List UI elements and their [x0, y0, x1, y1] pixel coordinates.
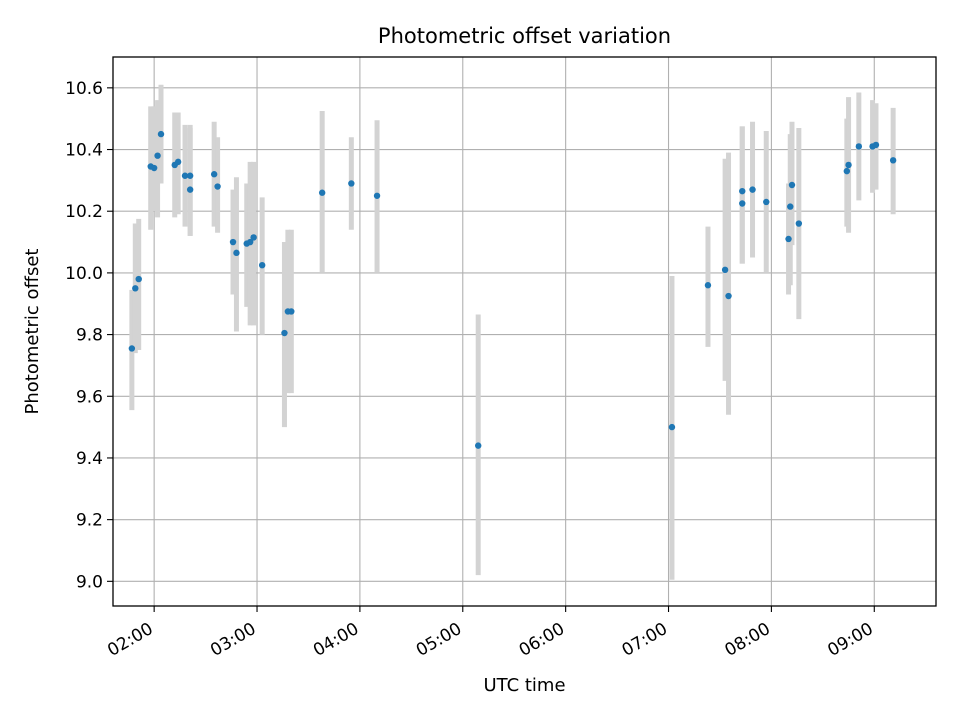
data-point [749, 186, 756, 193]
data-point [855, 143, 863, 150]
chart-title: Photometric offset variation [378, 24, 671, 48]
y-tick-label: 10.6 [65, 79, 103, 99]
data-point [258, 261, 266, 269]
data-point [668, 423, 676, 431]
y-tick-label: 9.0 [76, 572, 103, 592]
data-point [233, 249, 240, 257]
data-point [795, 220, 803, 227]
data-point [725, 292, 732, 300]
data-point [281, 329, 288, 337]
data-point [246, 238, 254, 246]
data-point [150, 164, 158, 172]
data-point [787, 203, 794, 210]
data-point [154, 152, 161, 159]
y-axis-ticks: 9.0 9.2 9.4 9.6 9.8 10.0 10.2 10.4 10.6 [65, 79, 113, 592]
y-tick-label: 9.8 [76, 326, 103, 346]
data-point [186, 172, 194, 179]
data-point [475, 442, 482, 449]
data-point [739, 187, 746, 195]
data-point [348, 180, 355, 187]
data-point [186, 186, 194, 193]
data-point [229, 238, 237, 246]
plot-area-frame [112, 56, 937, 607]
data-point [128, 345, 136, 352]
data-point [845, 161, 852, 169]
x-axis-title: UTC time [483, 675, 565, 696]
data-point [721, 266, 729, 274]
data-point [210, 171, 218, 178]
data-point [132, 285, 139, 292]
data-point [318, 189, 326, 196]
y-tick-label: 9.6 [76, 387, 103, 407]
data-point [763, 198, 770, 206]
y-tick-label: 9.2 [76, 511, 103, 531]
y-tick-label: 10.0 [65, 264, 103, 284]
y-axis-title: Photometric offset [22, 249, 43, 415]
data-point [373, 192, 381, 199]
data-point [214, 183, 221, 190]
data-point [785, 235, 792, 243]
data-point [157, 130, 165, 138]
data-point [135, 275, 142, 283]
y-tick-label: 9.4 [76, 449, 103, 469]
data-point [250, 234, 257, 241]
y-tick-label: 10.2 [65, 202, 103, 222]
data-point [174, 158, 182, 166]
data-point [889, 157, 897, 164]
data-point [704, 282, 712, 289]
data-points [128, 130, 897, 449]
data-point [181, 172, 189, 179]
data-point [843, 167, 851, 175]
y-tick-label: 10.4 [65, 141, 103, 161]
data-point [739, 200, 746, 207]
data-point [788, 181, 796, 189]
data-point [288, 308, 295, 315]
error-bars [129, 84, 896, 580]
data-point [872, 141, 880, 149]
